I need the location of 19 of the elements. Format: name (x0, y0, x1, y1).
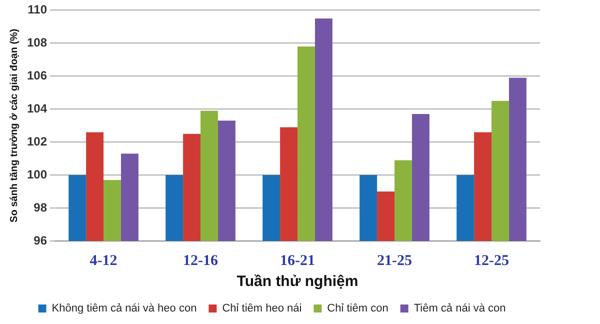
legend-label: Chỉ tiêm con (327, 302, 388, 315)
legend-label: Tiêm cả nái và con (414, 302, 506, 315)
x-tick-label: 4-12 (90, 252, 118, 269)
x-axis-title: Tuần thử nghiệm (236, 273, 358, 290)
x-tick-label: 12-25 (474, 252, 509, 269)
x-tick-label: 16-21 (280, 252, 316, 269)
y-tick-label: 96 (34, 233, 48, 248)
x-tick-label: 21-25 (377, 252, 412, 269)
y-axis-title: So sánh tăng trưởng ở các giai đoạn (%) (8, 28, 20, 222)
y-tick-label: 108 (26, 35, 48, 50)
y-tick-label: 100 (26, 167, 48, 182)
y-tick-label: 110 (28, 2, 48, 17)
y-tick-label: 98 (34, 200, 48, 214)
y-tick-label: 104 (26, 101, 48, 116)
legend-label: Chỉ tiêm heo nái (222, 302, 302, 315)
x-tick-label: 12-16 (183, 252, 219, 269)
legend-label: Không tiêm cả nái và heo con (52, 302, 197, 315)
y-tick-label: 102 (26, 134, 48, 148)
y-tick-label: 106 (26, 68, 48, 82)
